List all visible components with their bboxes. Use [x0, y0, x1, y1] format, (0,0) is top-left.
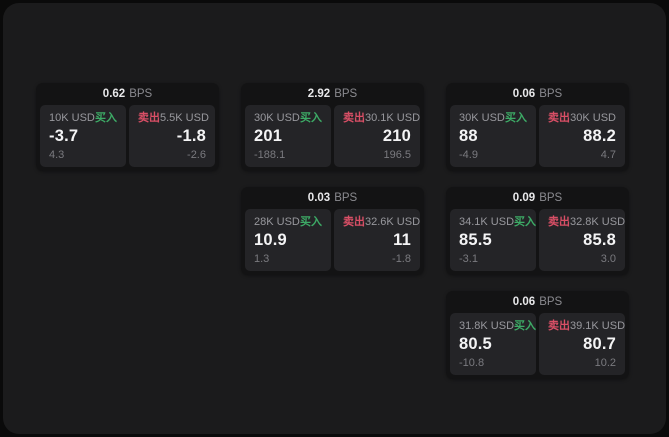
app-window: 0.62 BPS 10K USD 买入 -3.7 4.3 卖出 5.5K USD [3, 3, 666, 434]
card-header: 0.62 BPS [36, 83, 219, 105]
sell-quote-panel[interactable]: 卖出 39.1K USD 80.7 10.2 [539, 313, 625, 375]
quote-panels: 30K USD 买入 201 -188.1 卖出 30.1K USD 210 1… [245, 105, 420, 167]
buy-secondary-value: 4.3 [49, 149, 65, 161]
sell-secondary-value: 196.5 [383, 149, 411, 161]
quote-panels: 34.1K USD 买入 85.5 -3.1 卖出 32.8K USD 85.8… [450, 209, 625, 271]
buy-secondary-value: 1.3 [254, 253, 270, 265]
bps-spread-value: 0.03 [307, 192, 331, 204]
sell-price-value: 11 [393, 231, 411, 249]
bps-unit-label: BPS [539, 192, 563, 204]
quote-panels: 28K USD 买入 10.9 1.3 卖出 32.6K USD 11 -1.8 [245, 209, 420, 271]
sell-side-label: 卖出 [548, 320, 570, 332]
sell-quote-panel[interactable]: 卖出 32.6K USD 11 -1.8 [334, 209, 420, 271]
buy-price-value: 80.5 [459, 335, 492, 353]
sell-secondary-value: -1.8 [392, 253, 411, 265]
buy-price-value: 10.9 [254, 231, 287, 249]
quote-card: 0.06 BPS 30K USD 买入 88 -4.9 卖出 30K USD [446, 83, 629, 171]
sell-side-label: 卖出 [343, 112, 365, 124]
sell-quote-panel[interactable]: 卖出 5.5K USD -1.8 -2.6 [129, 105, 215, 167]
quote-panels: 10K USD 买入 -3.7 4.3 卖出 5.5K USD -1.8 -2.… [40, 105, 215, 167]
quote-card: 0.03 BPS 28K USD 买入 10.9 1.3 卖出 32.6K US… [241, 187, 424, 275]
quote-panels: 31.8K USD 买入 80.5 -10.8 卖出 39.1K USD 80.… [450, 313, 625, 375]
sell-price-value: 80.7 [583, 335, 616, 353]
sell-side-label: 卖出 [548, 216, 570, 228]
card-header: 2.92 BPS [241, 83, 424, 105]
bps-spread-value: 0.62 [102, 88, 126, 100]
buy-size-label: 28K USD [254, 216, 300, 228]
quote-card: 0.62 BPS 10K USD 买入 -3.7 4.3 卖出 5.5K USD [36, 83, 219, 171]
buy-side-label: 买入 [505, 112, 527, 124]
bps-unit-label: BPS [334, 192, 358, 204]
sell-price-value: 85.8 [583, 231, 616, 249]
sell-size-label: 30.1K USD [365, 112, 421, 124]
sell-quote-panel[interactable]: 卖出 30.1K USD 210 196.5 [334, 105, 420, 167]
sell-size-label: 30K USD [570, 112, 616, 124]
buy-size-label: 34.1K USD [459, 216, 515, 228]
card-header: 0.03 BPS [241, 187, 424, 209]
buy-quote-panel[interactable]: 10K USD 买入 -3.7 4.3 [40, 105, 126, 167]
buy-price-value: 201 [254, 127, 283, 145]
quote-card: 0.06 BPS 31.8K USD 买入 80.5 -10.8 卖出 39.1… [446, 291, 629, 379]
bps-unit-label: BPS [539, 88, 563, 100]
quote-panels: 30K USD 买入 88 -4.9 卖出 30K USD 88.2 4.7 [450, 105, 625, 167]
bps-spread-value: 0.06 [512, 296, 536, 308]
card-header: 0.06 BPS [446, 291, 629, 313]
buy-side-label: 买入 [300, 216, 322, 228]
sell-size-label: 5.5K USD [160, 112, 209, 124]
sell-side-label: 卖出 [138, 112, 160, 124]
sell-secondary-value: 4.7 [600, 149, 616, 161]
sell-price-value: 210 [382, 127, 411, 145]
bps-spread-value: 0.06 [512, 88, 536, 100]
quote-grid: 0.62 BPS 10K USD 买入 -3.7 4.3 卖出 5.5K USD [36, 83, 629, 379]
sell-size-label: 32.6K USD [365, 216, 421, 228]
bps-spread-value: 2.92 [307, 88, 331, 100]
buy-quote-panel[interactable]: 31.8K USD 买入 80.5 -10.8 [450, 313, 536, 375]
sell-size-label: 39.1K USD [570, 320, 626, 332]
card-header: 0.06 BPS [446, 83, 629, 105]
sell-price-value: 88.2 [583, 127, 616, 145]
bps-unit-label: BPS [334, 88, 358, 100]
bps-spread-value: 0.09 [512, 192, 536, 204]
sell-side-label: 卖出 [343, 216, 365, 228]
quote-card: 2.92 BPS 30K USD 买入 201 -188.1 卖出 30.1K … [241, 83, 424, 171]
sell-side-label: 卖出 [548, 112, 570, 124]
buy-side-label: 买入 [300, 112, 322, 124]
buy-secondary-value: -4.9 [459, 149, 478, 161]
buy-price-value: -3.7 [49, 127, 79, 145]
buy-side-label: 买入 [514, 320, 537, 332]
sell-size-label: 32.8K USD [570, 216, 626, 228]
sell-quote-panel[interactable]: 卖出 32.8K USD 85.8 3.0 [539, 209, 625, 271]
buy-secondary-value: -188.1 [254, 149, 286, 161]
buy-size-label: 30K USD [254, 112, 300, 124]
sell-secondary-value: 3.0 [600, 253, 616, 265]
buy-price-value: 85.5 [459, 231, 492, 249]
buy-price-value: 88 [459, 127, 478, 145]
buy-secondary-value: -3.1 [459, 253, 478, 265]
buy-size-label: 31.8K USD [459, 320, 515, 332]
buy-quote-panel[interactable]: 34.1K USD 买入 85.5 -3.1 [450, 209, 536, 271]
buy-secondary-value: -10.8 [459, 357, 485, 369]
bps-unit-label: BPS [129, 88, 153, 100]
quote-card: 0.09 BPS 34.1K USD 买入 85.5 -3.1 卖出 32.8K… [446, 187, 629, 275]
bps-unit-label: BPS [539, 296, 563, 308]
card-header: 0.09 BPS [446, 187, 629, 209]
buy-quote-panel[interactable]: 28K USD 买入 10.9 1.3 [245, 209, 331, 271]
buy-quote-panel[interactable]: 30K USD 买入 201 -188.1 [245, 105, 331, 167]
buy-side-label: 买入 [95, 112, 117, 124]
sell-quote-panel[interactable]: 卖出 30K USD 88.2 4.7 [539, 105, 625, 167]
buy-size-label: 10K USD [49, 112, 95, 124]
sell-secondary-value: 10.2 [594, 357, 616, 369]
buy-size-label: 30K USD [459, 112, 505, 124]
buy-quote-panel[interactable]: 30K USD 买入 88 -4.9 [450, 105, 536, 167]
sell-secondary-value: -2.6 [187, 149, 206, 161]
sell-price-value: -1.8 [176, 127, 206, 145]
buy-side-label: 买入 [514, 216, 537, 228]
